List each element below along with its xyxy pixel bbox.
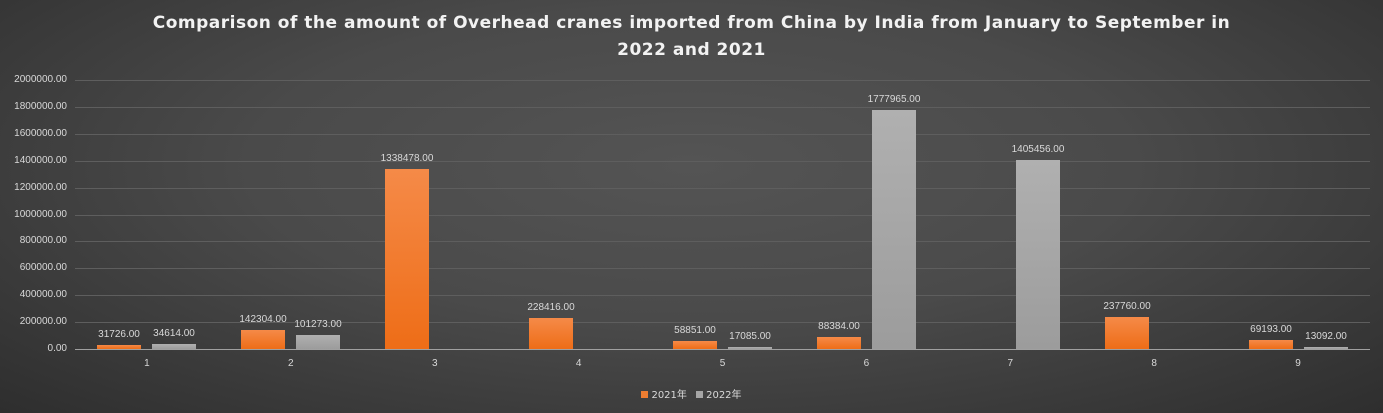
bar-2021-5[interactable] [673, 341, 717, 349]
x-axis-tick-label: 4 [575, 358, 582, 369]
data-label: 34614.00 [153, 328, 195, 339]
bar-2022-2[interactable] [296, 335, 340, 349]
x-axis-tick-label: 6 [863, 358, 870, 369]
data-label: 13092.00 [1305, 331, 1347, 342]
x-axis-tick-label: 7 [1007, 358, 1014, 369]
y-axis-tick-label: 1000000.00 [14, 209, 67, 220]
data-label: 237760.00 [1103, 301, 1151, 312]
data-label: 1405456.00 [1011, 144, 1065, 155]
data-label: 142304.00 [239, 314, 287, 325]
gridline [75, 215, 1370, 216]
data-label: 1338478.00 [380, 153, 434, 164]
y-axis-tick-label: 1600000.00 [14, 128, 67, 139]
data-label: 101273.00 [294, 319, 342, 330]
x-axis-tick-label: 8 [1151, 358, 1157, 369]
bar-2021-4[interactable] [529, 318, 573, 349]
data-label: 58851.00 [674, 325, 716, 336]
bar-2021-8[interactable] [1105, 317, 1149, 349]
data-label: 17085.00 [729, 331, 771, 342]
bar-2021-3[interactable] [385, 169, 429, 349]
legend-swatch-2022 [696, 391, 704, 398]
bar-2021-9[interactable] [1249, 340, 1293, 349]
gridline [75, 295, 1370, 296]
gridline [75, 80, 1370, 81]
bar-2021-1[interactable] [97, 345, 141, 349]
chart-title-line-2: 2022 and 2021 [617, 40, 766, 60]
y-axis-tick-label: 400000.00 [19, 289, 67, 300]
data-label: 69193.00 [1250, 324, 1292, 335]
bar-2021-6[interactable] [817, 337, 861, 349]
bar-2022-5[interactable] [728, 347, 772, 349]
x-axis-tick-label: 2 [288, 358, 294, 369]
bar-2022-6[interactable] [872, 110, 916, 349]
legend-item-2022[interactable]: 2022年 [696, 386, 742, 401]
bar-2021-2[interactable] [241, 330, 285, 349]
gridline [75, 322, 1370, 323]
data-label: 228416.00 [527, 302, 575, 313]
y-axis-tick-label: 1400000.00 [14, 155, 67, 166]
data-label: 1777965.00 [867, 94, 921, 105]
gridline [75, 188, 1370, 189]
x-axis-tick-label: 9 [1295, 358, 1301, 369]
legend-item-2021[interactable]: 2021年 [641, 386, 687, 401]
y-axis-tick-label: 0.00 [47, 343, 67, 354]
y-axis-tick-label: 2000000.00 [14, 74, 67, 85]
legend-swatch-2021 [641, 391, 649, 398]
bar-2022-7[interactable] [1016, 160, 1060, 349]
gridline [75, 107, 1370, 108]
legend-label-2022: 2022年 [706, 390, 742, 401]
x-axis-tick-label: 5 [719, 358, 726, 369]
x-axis-tick-label: 1 [144, 358, 150, 369]
data-label: 88384.00 [818, 321, 860, 332]
bar-2022-1[interactable] [152, 344, 196, 349]
data-label: 31726.00 [98, 329, 140, 340]
chart-title: Comparison of the amount of Overhead cra… [0, 10, 1383, 64]
y-axis-tick-label: 800000.00 [19, 235, 67, 246]
y-axis-tick-label: 1200000.00 [14, 182, 67, 193]
chart-title-line-1: Comparison of the amount of Overhead cra… [152, 13, 1231, 33]
gridline [75, 268, 1370, 269]
gridline [75, 134, 1370, 135]
legend: 2021年 2022年 [0, 386, 1383, 401]
gridline [75, 161, 1370, 162]
bar-2022-9[interactable] [1304, 347, 1348, 349]
legend-label-2021: 2021年 [651, 390, 687, 401]
gridline [75, 241, 1370, 242]
y-axis-tick-label: 200000.00 [19, 316, 67, 327]
y-axis-tick-label: 1800000.00 [14, 101, 67, 112]
x-axis-tick-label: 3 [431, 358, 438, 369]
y-axis-tick-label: 600000.00 [19, 262, 67, 273]
x-axis-line [75, 349, 1370, 350]
